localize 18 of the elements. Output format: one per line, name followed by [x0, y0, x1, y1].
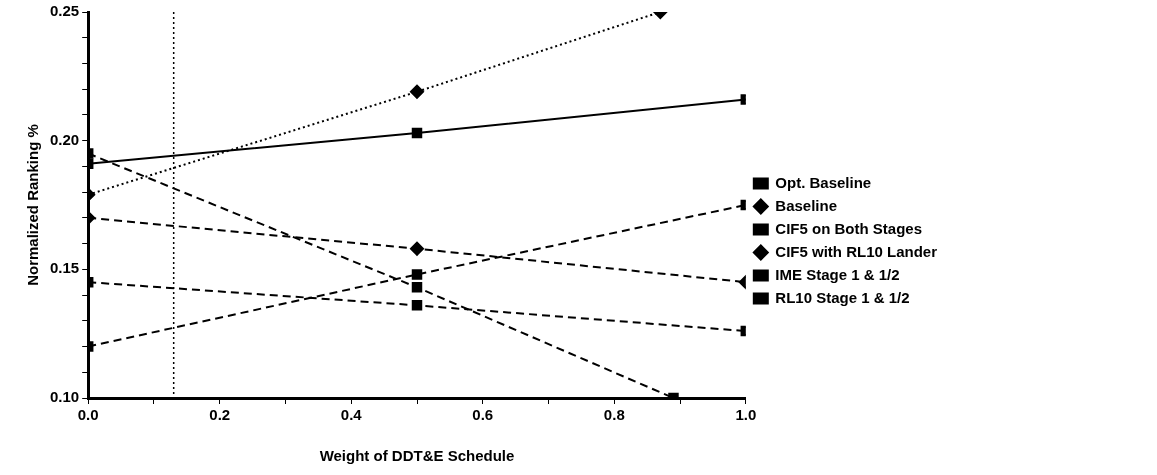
legend-label: CIF5 on Both Stages: [775, 219, 922, 237]
legend-label: Opt. Baseline: [775, 173, 872, 191]
x-tick-label: 1.0: [735, 406, 757, 424]
legend-label: RL10 Stage 1 & 1/2: [775, 288, 910, 306]
y-tick-label: 0.15: [49, 259, 80, 277]
y-tick-label: 0.10: [49, 388, 80, 406]
x-tick-label: 0.4: [340, 406, 363, 424]
legend-label: CIF5 with RL10 Lander: [775, 242, 938, 260]
x-tick-label: 0.6: [472, 406, 494, 424]
legend-label: Baseline: [775, 196, 838, 214]
y-tick-label: 0.20: [49, 130, 80, 148]
x-tick-label: 0.8: [603, 406, 625, 424]
x-tick-label: 0.2: [209, 406, 231, 424]
x-axis-title: Weight of DDT&E Schedule: [319, 447, 515, 465]
legend-label: IME Stage 1 & 1/2: [775, 265, 900, 283]
x-tick-label: 0.0: [77, 406, 99, 424]
y-tick-label: 0.25: [49, 2, 80, 20]
y-axis-title: Normalized Ranking %: [24, 124, 42, 286]
